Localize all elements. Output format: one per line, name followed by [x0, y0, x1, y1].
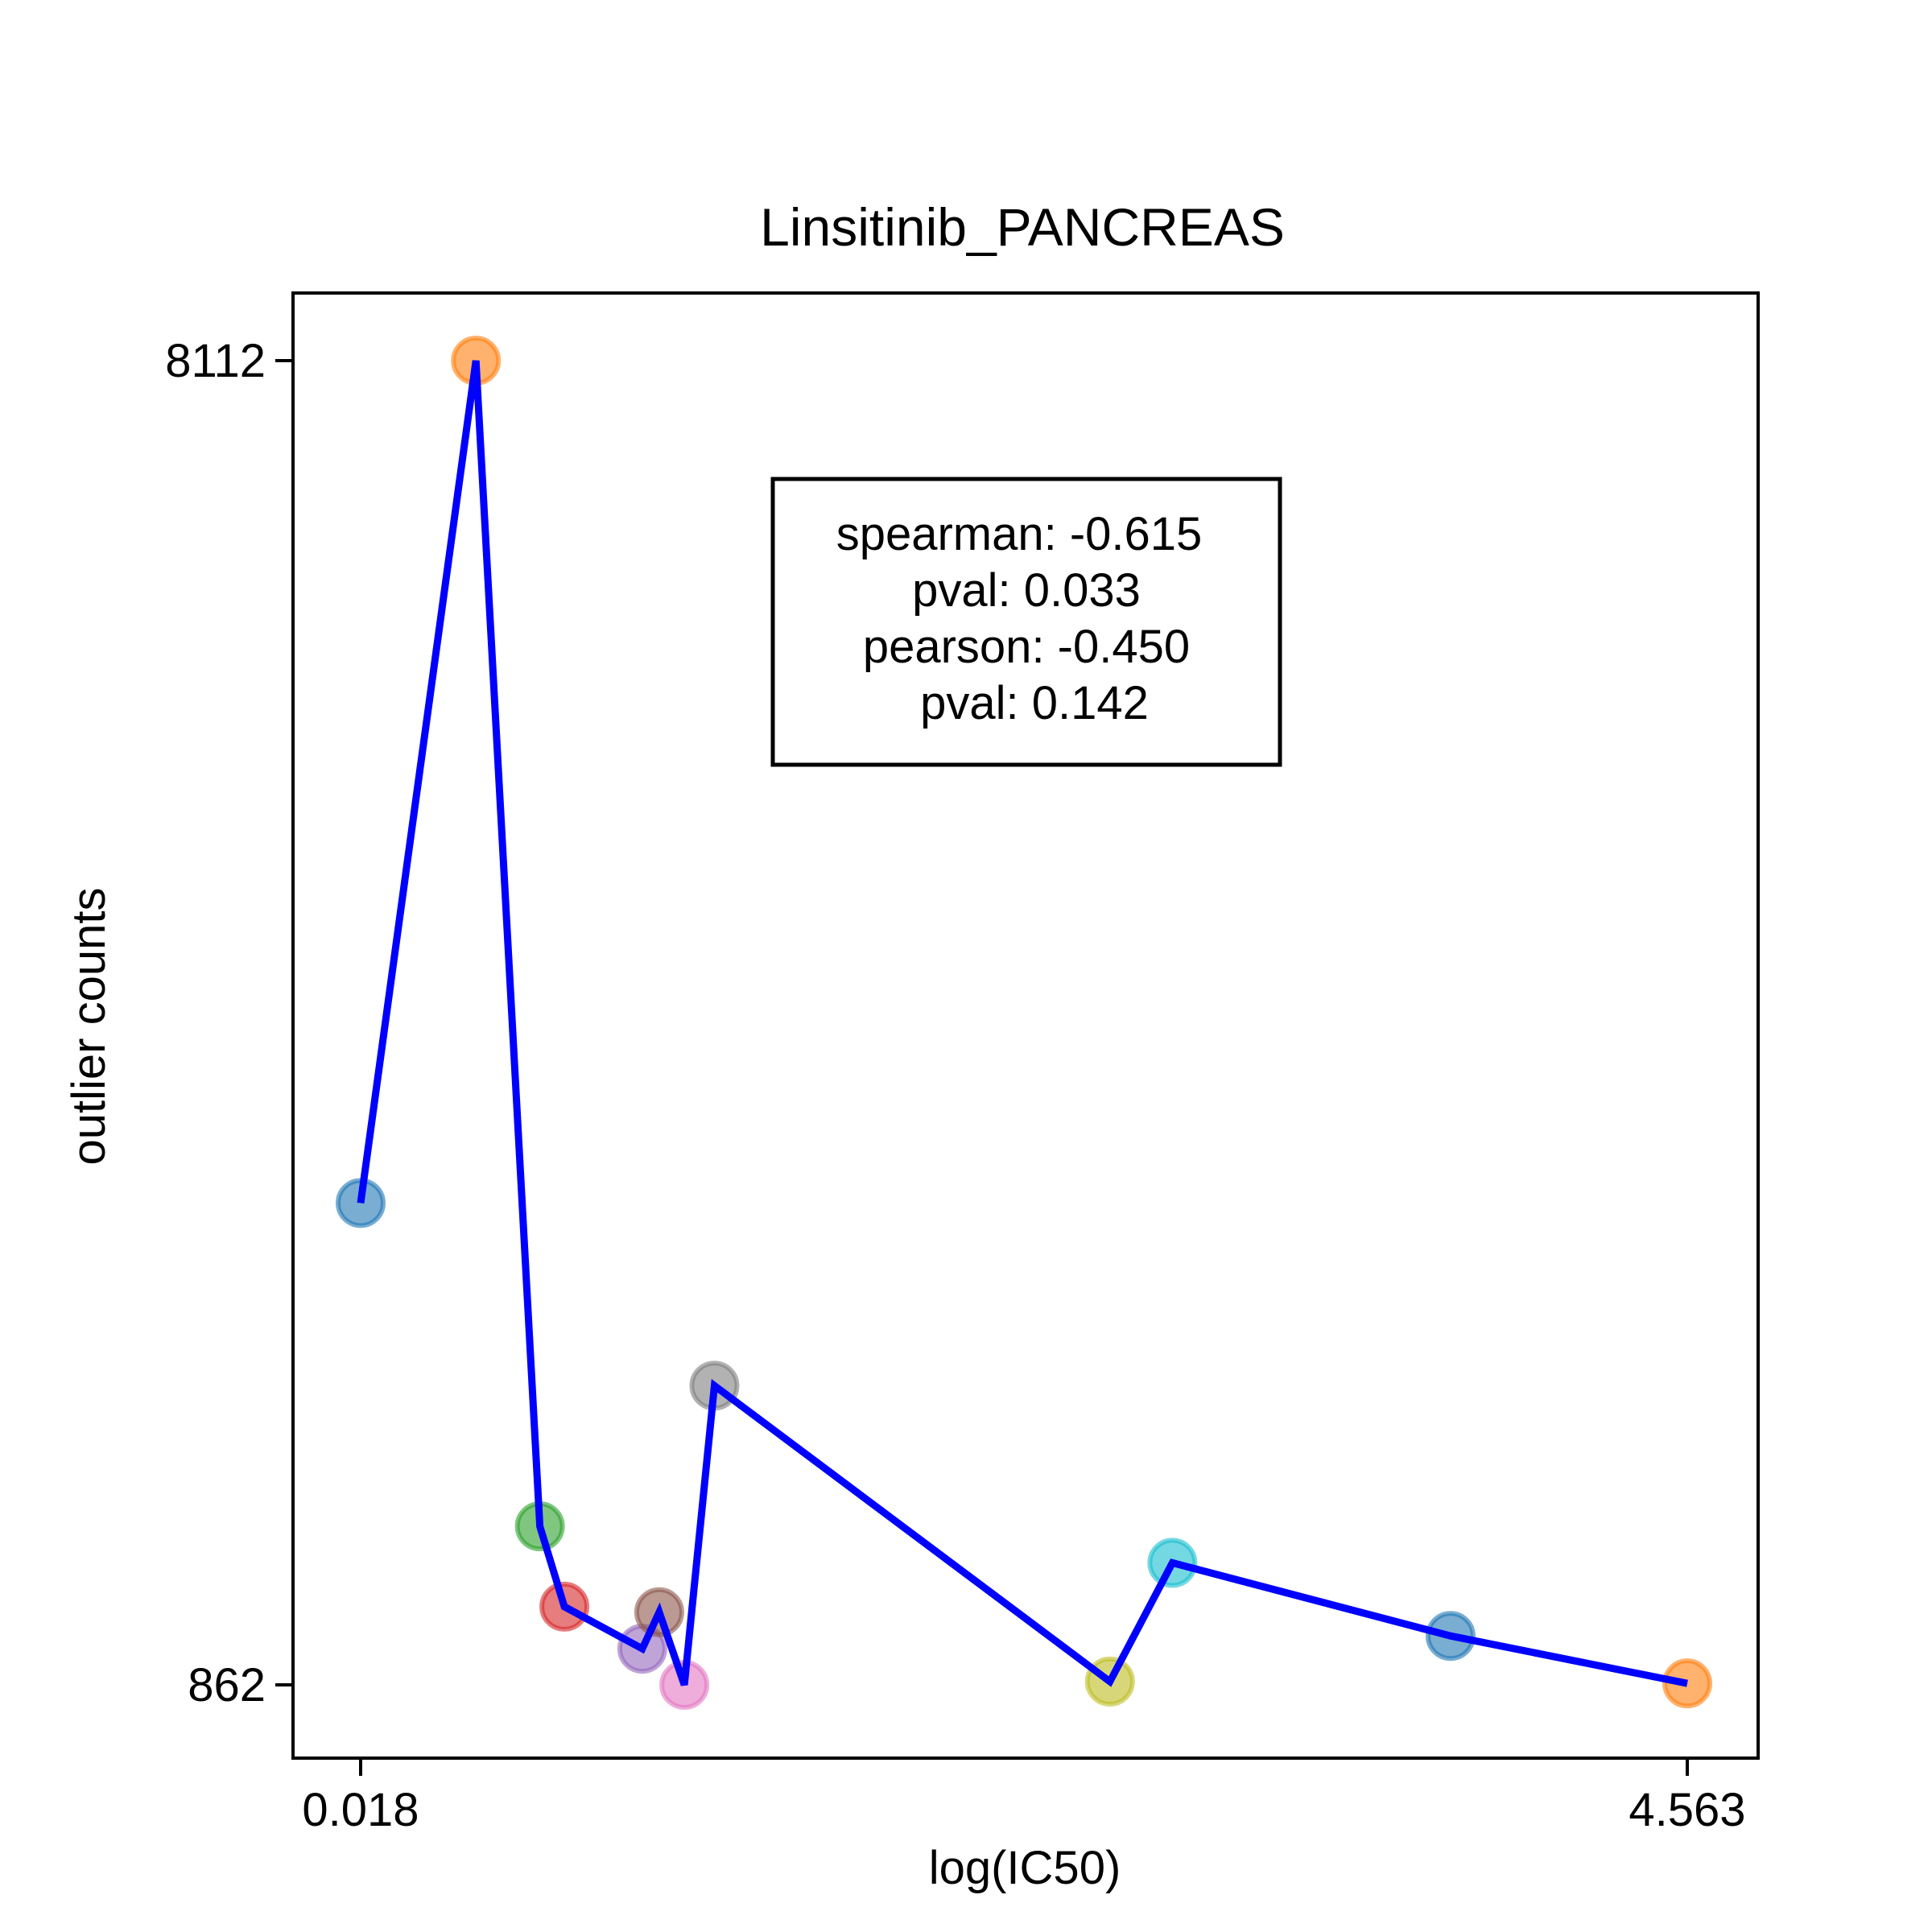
stats-box — [770, 477, 1282, 767]
chart-title: Linsitinib_PANCREAS — [760, 197, 1285, 257]
y-axis-ticks: 8112 862 — [165, 335, 293, 1711]
stats-spearman: spearman: -0.615 — [836, 508, 1203, 560]
plot-frame — [291, 291, 1760, 1760]
y-tick-label: 862 — [188, 1659, 266, 1711]
series-line — [357, 360, 1688, 1687]
stats-pearson-pval: pval: 0.142 — [920, 677, 1149, 729]
stats-pearson: pearson: -0.450 — [863, 621, 1190, 673]
y-axis-label: outlier counts — [63, 888, 115, 1166]
x-axis-ticks: 0.018 4.563 — [302, 1758, 1746, 1836]
x-tick-label: 4.563 — [1629, 1784, 1745, 1836]
y-tick-label: 8112 — [165, 335, 266, 387]
x-tick-label: 0.018 — [302, 1784, 419, 1836]
stats-spearman-pval: pval: 0.033 — [912, 564, 1141, 617]
x-axis-label: log(IC50) — [929, 1842, 1121, 1894]
